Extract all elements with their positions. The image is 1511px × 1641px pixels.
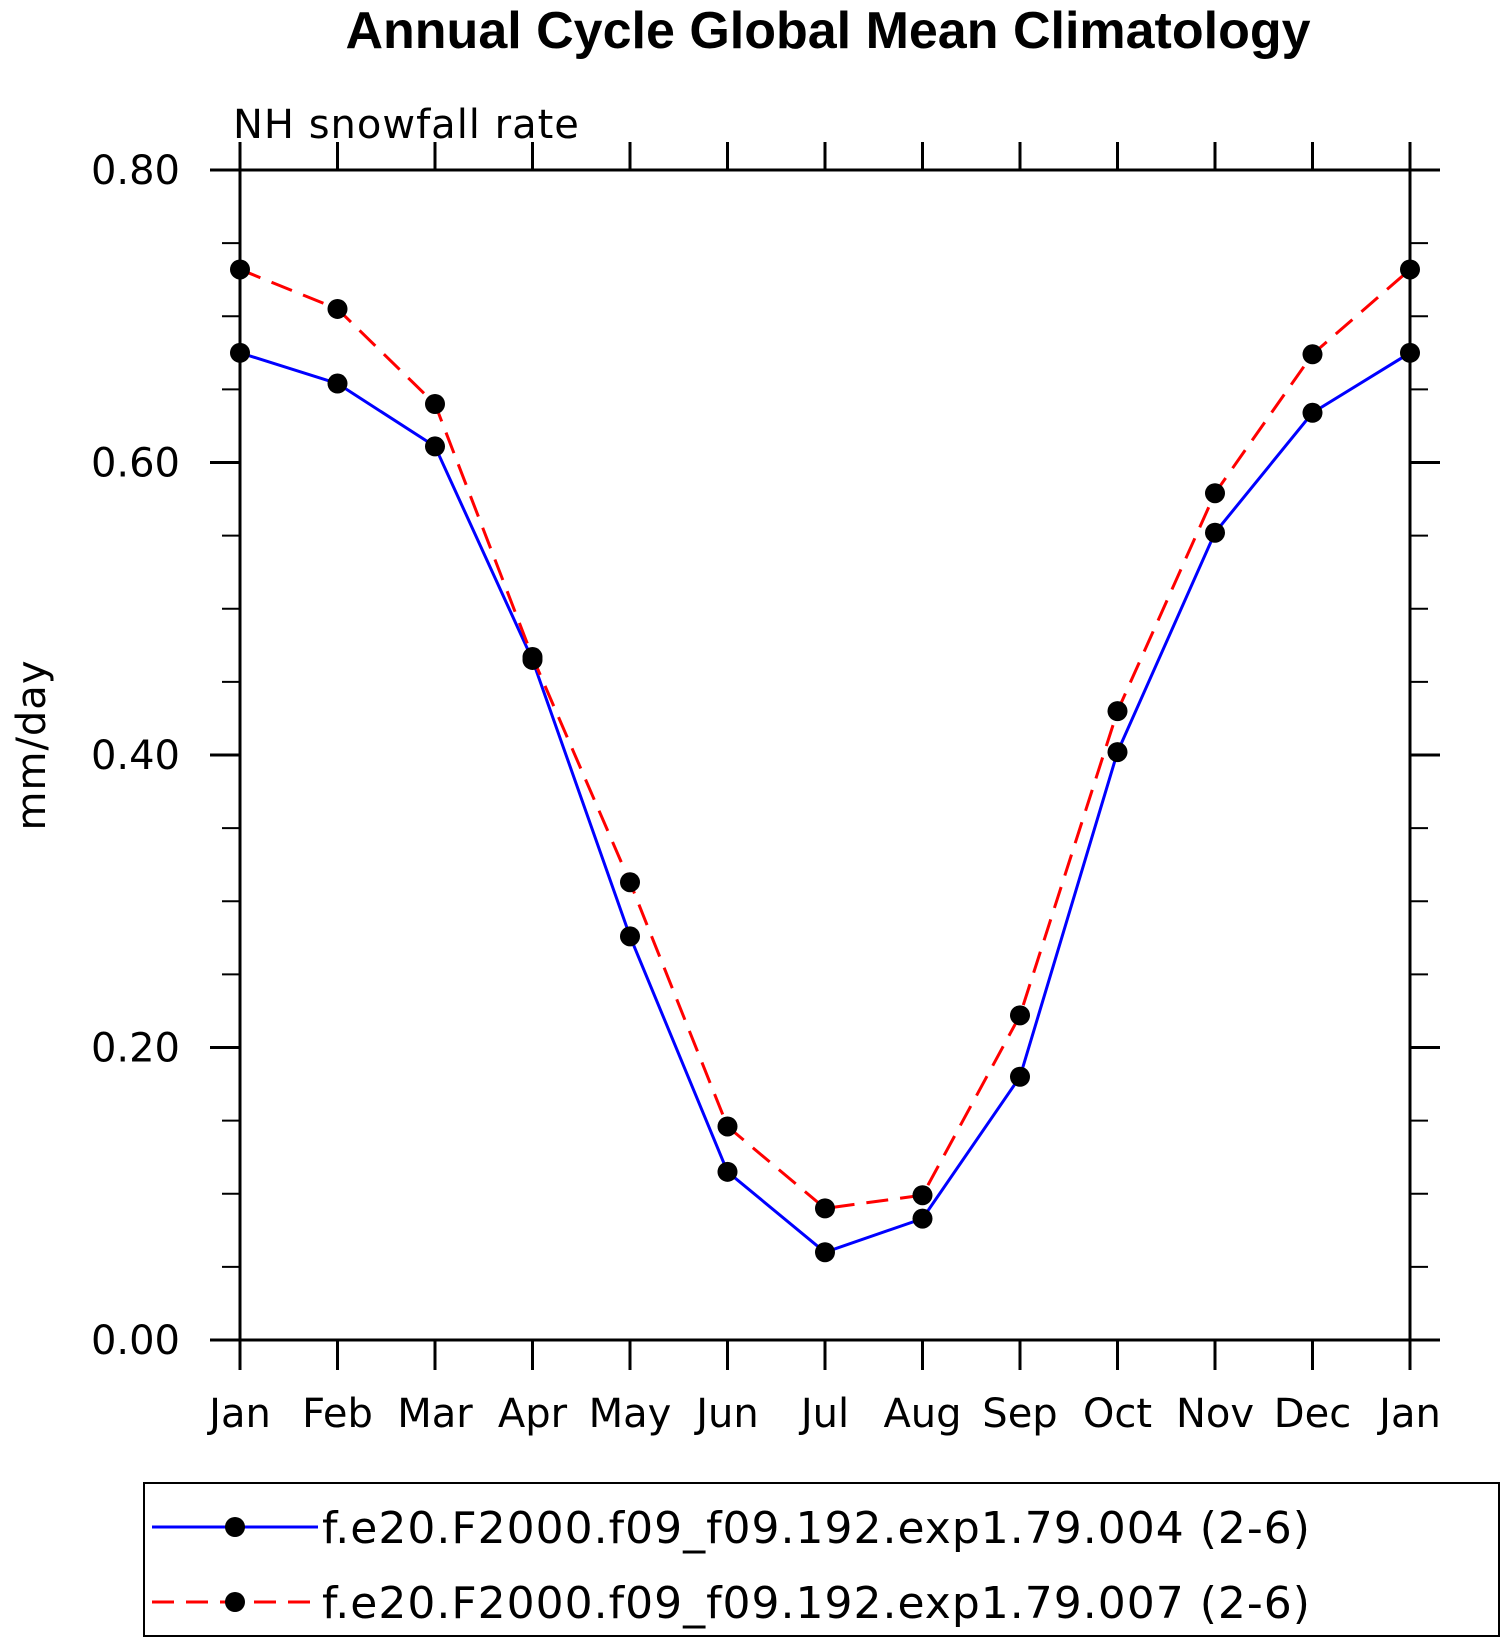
- legend-marker-1: [225, 1517, 245, 1537]
- series-2-point: [620, 872, 640, 893]
- series-2-point: [522, 647, 543, 668]
- x-tick-label: Jul: [798, 1391, 849, 1437]
- series-2-point: [912, 1185, 933, 1206]
- axes: Jan Feb Mar Apr May Jun Jul Aug Sep Oct Nov Dec Jan 0…: [91, 142, 1441, 1437]
- series-line-2: [239, 268, 1411, 1210]
- series-2-point: [1205, 483, 1225, 504]
- series-1-point: [1010, 1066, 1030, 1087]
- series-2-point: [230, 259, 250, 280]
- x-tick-label: Mar: [397, 1391, 473, 1437]
- series-2-point: [327, 298, 348, 319]
- series-1-point: [1107, 742, 1128, 763]
- x-tick-label: Apr: [498, 1391, 568, 1437]
- series-layer: [230, 259, 1420, 1263]
- x-tick-label: Jan: [1376, 1391, 1441, 1437]
- series-1-point: [1205, 522, 1225, 543]
- y-tick-label: 0.00: [91, 1318, 180, 1364]
- plot-frame: [238, 168, 1412, 1342]
- legend-label-1: f.e20.F2000.f09_f09.192.exp1.79.004 (2-6…: [322, 1503, 1311, 1554]
- series-1-point: [327, 373, 348, 394]
- legend-label-2: f.e20.F2000.f09_f09.192.exp1.79.007 (2-6…: [322, 1578, 1311, 1629]
- x-tick-label: Aug: [883, 1391, 961, 1437]
- legend: f.e20.F2000.f09_f09.192.exp1.79.004 (2-6…: [152, 1503, 1311, 1629]
- x-tick-label: Feb: [302, 1391, 373, 1437]
- x-tick-label: Dec: [1274, 1391, 1351, 1437]
- series-2-point: [815, 1198, 835, 1219]
- series-1-point: [1400, 342, 1420, 363]
- series-2-point: [1107, 701, 1128, 722]
- x-tick-label: Oct: [1083, 1391, 1152, 1437]
- x-tick-label: Jan: [206, 1391, 271, 1437]
- x-tick-label: May: [589, 1391, 672, 1437]
- chart-subtitle: NH snowfall rate: [233, 102, 580, 148]
- series-2-point: [717, 1116, 738, 1137]
- y-tick-label: 0.20: [91, 1026, 180, 1072]
- series-1-point: [230, 342, 250, 363]
- y-axis-label: mm/day: [9, 660, 55, 831]
- series-1-point: [1302, 402, 1323, 423]
- y-tick-label: 0.40: [91, 733, 180, 779]
- series-2-point: [1302, 344, 1323, 365]
- series-line-1: [239, 351, 1411, 1254]
- legend-marker-2: [225, 1592, 245, 1612]
- legend-box: [143, 1482, 1500, 1637]
- x-tick-label: Nov: [1176, 1391, 1254, 1437]
- series-1-point: [815, 1242, 835, 1263]
- series-2-point: [1400, 259, 1420, 280]
- series-1-point: [620, 926, 640, 947]
- series-1-point: [425, 436, 445, 457]
- series-1-point: [717, 1161, 738, 1182]
- series-1-point: [912, 1208, 933, 1229]
- chart-title: Annual Cycle Global Mean Climatology: [345, 2, 1310, 60]
- series-2-point: [425, 394, 445, 414]
- series-2-point: [1010, 1005, 1030, 1026]
- y-tick-label: 0.60: [91, 441, 180, 487]
- x-tick-label: Sep: [982, 1391, 1057, 1437]
- y-tick-label: 0.80: [91, 148, 180, 194]
- x-tick-label: Jun: [693, 1391, 759, 1437]
